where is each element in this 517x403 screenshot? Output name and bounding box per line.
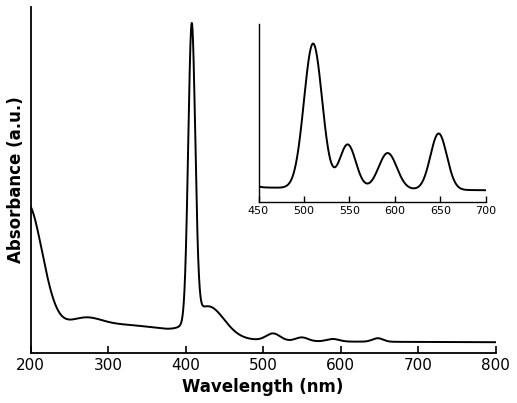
X-axis label: Wavelength (nm): Wavelength (nm) <box>183 378 344 396</box>
Y-axis label: Absorbance (a.u.): Absorbance (a.u.) <box>7 96 25 263</box>
